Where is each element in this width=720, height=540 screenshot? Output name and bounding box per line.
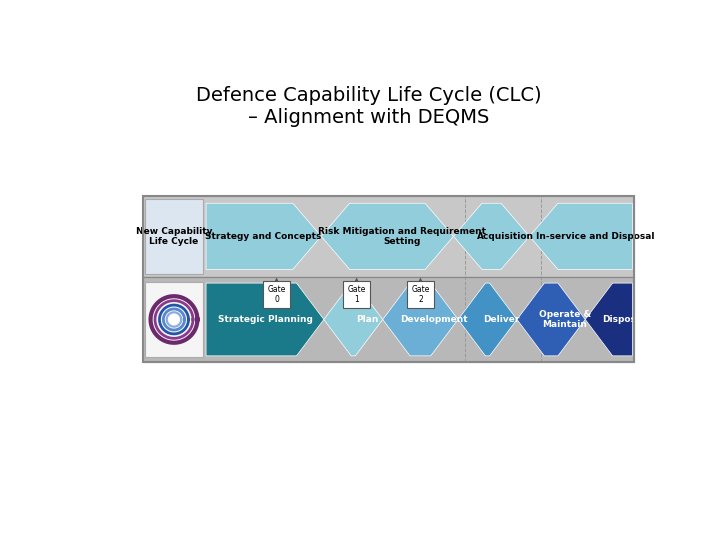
- Text: Operate &
Maintain: Operate & Maintain: [539, 310, 591, 329]
- Polygon shape: [458, 283, 517, 356]
- Bar: [407, 281, 434, 308]
- Polygon shape: [206, 203, 321, 269]
- Text: Strategic Planning: Strategic Planning: [217, 315, 312, 324]
- Polygon shape: [529, 203, 632, 269]
- Bar: [145, 199, 203, 274]
- Text: Gate
0: Gate 0: [267, 285, 286, 304]
- Text: Acquisition: Acquisition: [477, 232, 534, 241]
- Polygon shape: [454, 203, 529, 269]
- Bar: [143, 196, 634, 362]
- Bar: [343, 281, 370, 308]
- Text: Dispose: Dispose: [603, 315, 642, 324]
- Text: In-service and Disposal: In-service and Disposal: [536, 232, 654, 241]
- Polygon shape: [321, 203, 454, 269]
- Text: Risk Mitigation and Requirement
Setting: Risk Mitigation and Requirement Setting: [318, 227, 485, 246]
- Text: Development: Development: [400, 315, 468, 324]
- Bar: [264, 281, 290, 308]
- Text: Gate
2: Gate 2: [411, 285, 430, 304]
- Text: Gate
1: Gate 1: [348, 285, 366, 304]
- Polygon shape: [206, 283, 324, 356]
- Polygon shape: [324, 283, 383, 356]
- Bar: [143, 196, 634, 277]
- Bar: [143, 277, 634, 362]
- Bar: [145, 282, 203, 357]
- Text: New Capability
Life Cycle: New Capability Life Cycle: [136, 227, 212, 246]
- Text: Plan: Plan: [356, 315, 378, 324]
- Text: Defence Capability Life Cycle (CLC)
– Alignment with DEQMS: Defence Capability Life Cycle (CLC) – Al…: [196, 85, 542, 126]
- Polygon shape: [169, 315, 179, 324]
- Text: Deliver: Deliver: [483, 315, 519, 324]
- Text: Strategy and Concepts: Strategy and Concepts: [205, 232, 322, 241]
- Polygon shape: [517, 283, 585, 356]
- Polygon shape: [585, 283, 632, 356]
- Polygon shape: [383, 283, 458, 356]
